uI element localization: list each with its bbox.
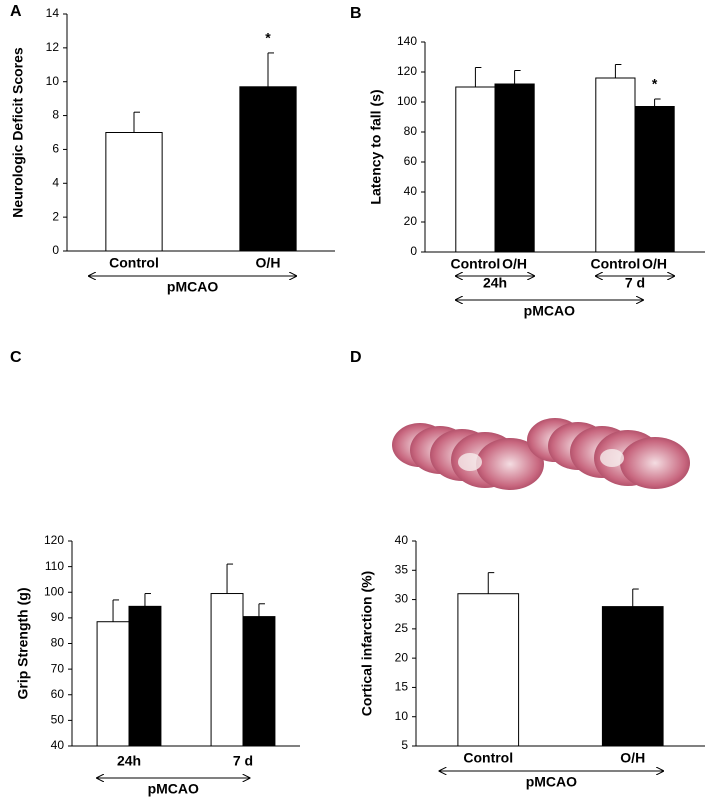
brain-slices — [392, 418, 690, 490]
group-label: 7 d — [625, 275, 645, 291]
y-axis-label: Grip Strength (g) — [15, 588, 31, 700]
y-tick-label: 6 — [52, 142, 59, 156]
y-tick-label: 40 — [51, 738, 65, 752]
panel-label: C — [10, 349, 22, 366]
group-span-label: pMCAO — [148, 781, 199, 797]
significance-label: * — [652, 76, 658, 92]
y-tick-label: 0 — [52, 243, 59, 257]
y-tick-label: 8 — [52, 108, 59, 122]
group-label: 24h — [483, 275, 507, 291]
group-span-label: pMCAO — [167, 279, 218, 295]
y-tick-label: 10 — [46, 74, 60, 88]
y-tick-label: 2 — [52, 209, 59, 223]
bar — [601, 606, 664, 747]
bar — [494, 83, 535, 253]
panel-label: D — [350, 349, 362, 366]
group-label: 24h — [117, 753, 141, 769]
y-tick-label: 60 — [404, 154, 418, 168]
y-tick-label: 90 — [51, 610, 65, 624]
y-tick-label: 10 — [395, 709, 409, 723]
panel-label: A — [10, 3, 22, 20]
bar — [595, 77, 636, 253]
bar — [105, 132, 163, 252]
y-tick-label: 120 — [44, 533, 64, 547]
x-tick-label: O/H — [502, 256, 527, 272]
y-tick-label: 30 — [395, 592, 409, 606]
significance-label: * — [265, 30, 271, 46]
y-tick-label: 14 — [46, 6, 60, 20]
y-tick-label: 100 — [44, 584, 64, 598]
y-tick-label: 40 — [404, 184, 418, 198]
x-tick-label: Control — [463, 750, 513, 766]
y-tick-label: 20 — [404, 214, 418, 228]
group-label: 7 d — [233, 753, 253, 769]
y-tick-label: 120 — [397, 64, 417, 78]
y-tick-label: 4 — [52, 175, 59, 189]
y-tick-label: 12 — [46, 40, 60, 54]
y-tick-label: 35 — [395, 562, 409, 576]
bar — [96, 621, 130, 747]
y-tick-label: 50 — [51, 713, 65, 727]
y-tick-label: 110 — [45, 559, 64, 573]
y-axis-label: Cortical infarction (%) — [359, 571, 375, 716]
x-tick-label: O/H — [620, 750, 645, 766]
y-tick-label: 70 — [51, 661, 65, 675]
bar — [457, 593, 520, 747]
y-tick-label: 140 — [397, 34, 417, 48]
bar — [242, 616, 276, 747]
y-axis-label: Neurologic Deficit Scores — [10, 47, 26, 218]
y-axis-label: Latency to fall (s) — [368, 89, 384, 204]
x-tick-label: O/H — [642, 256, 667, 272]
y-tick-label: 15 — [395, 680, 409, 694]
group-span-label: pMCAO — [526, 774, 577, 790]
y-tick-label: 100 — [397, 94, 417, 108]
y-tick-label: 25 — [395, 621, 409, 635]
bar — [634, 106, 675, 253]
y-tick-label: 40 — [395, 533, 409, 547]
bar — [210, 593, 244, 747]
y-tick-label: 80 — [51, 636, 65, 650]
group-span-label: pMCAO — [524, 303, 575, 319]
x-tick-label: Control — [451, 256, 501, 272]
x-tick-label: Control — [591, 256, 641, 272]
bar — [239, 86, 297, 252]
x-tick-label: Control — [109, 255, 159, 271]
y-tick-label: 60 — [51, 687, 65, 701]
bar — [128, 605, 162, 747]
y-tick-label: 20 — [395, 650, 409, 664]
x-tick-label: O/H — [256, 255, 281, 271]
bar — [455, 86, 496, 253]
y-tick-label: 80 — [404, 124, 418, 138]
y-tick-label: 0 — [410, 244, 417, 258]
y-tick-label: 5 — [401, 738, 408, 752]
panel-label: B — [350, 5, 362, 22]
